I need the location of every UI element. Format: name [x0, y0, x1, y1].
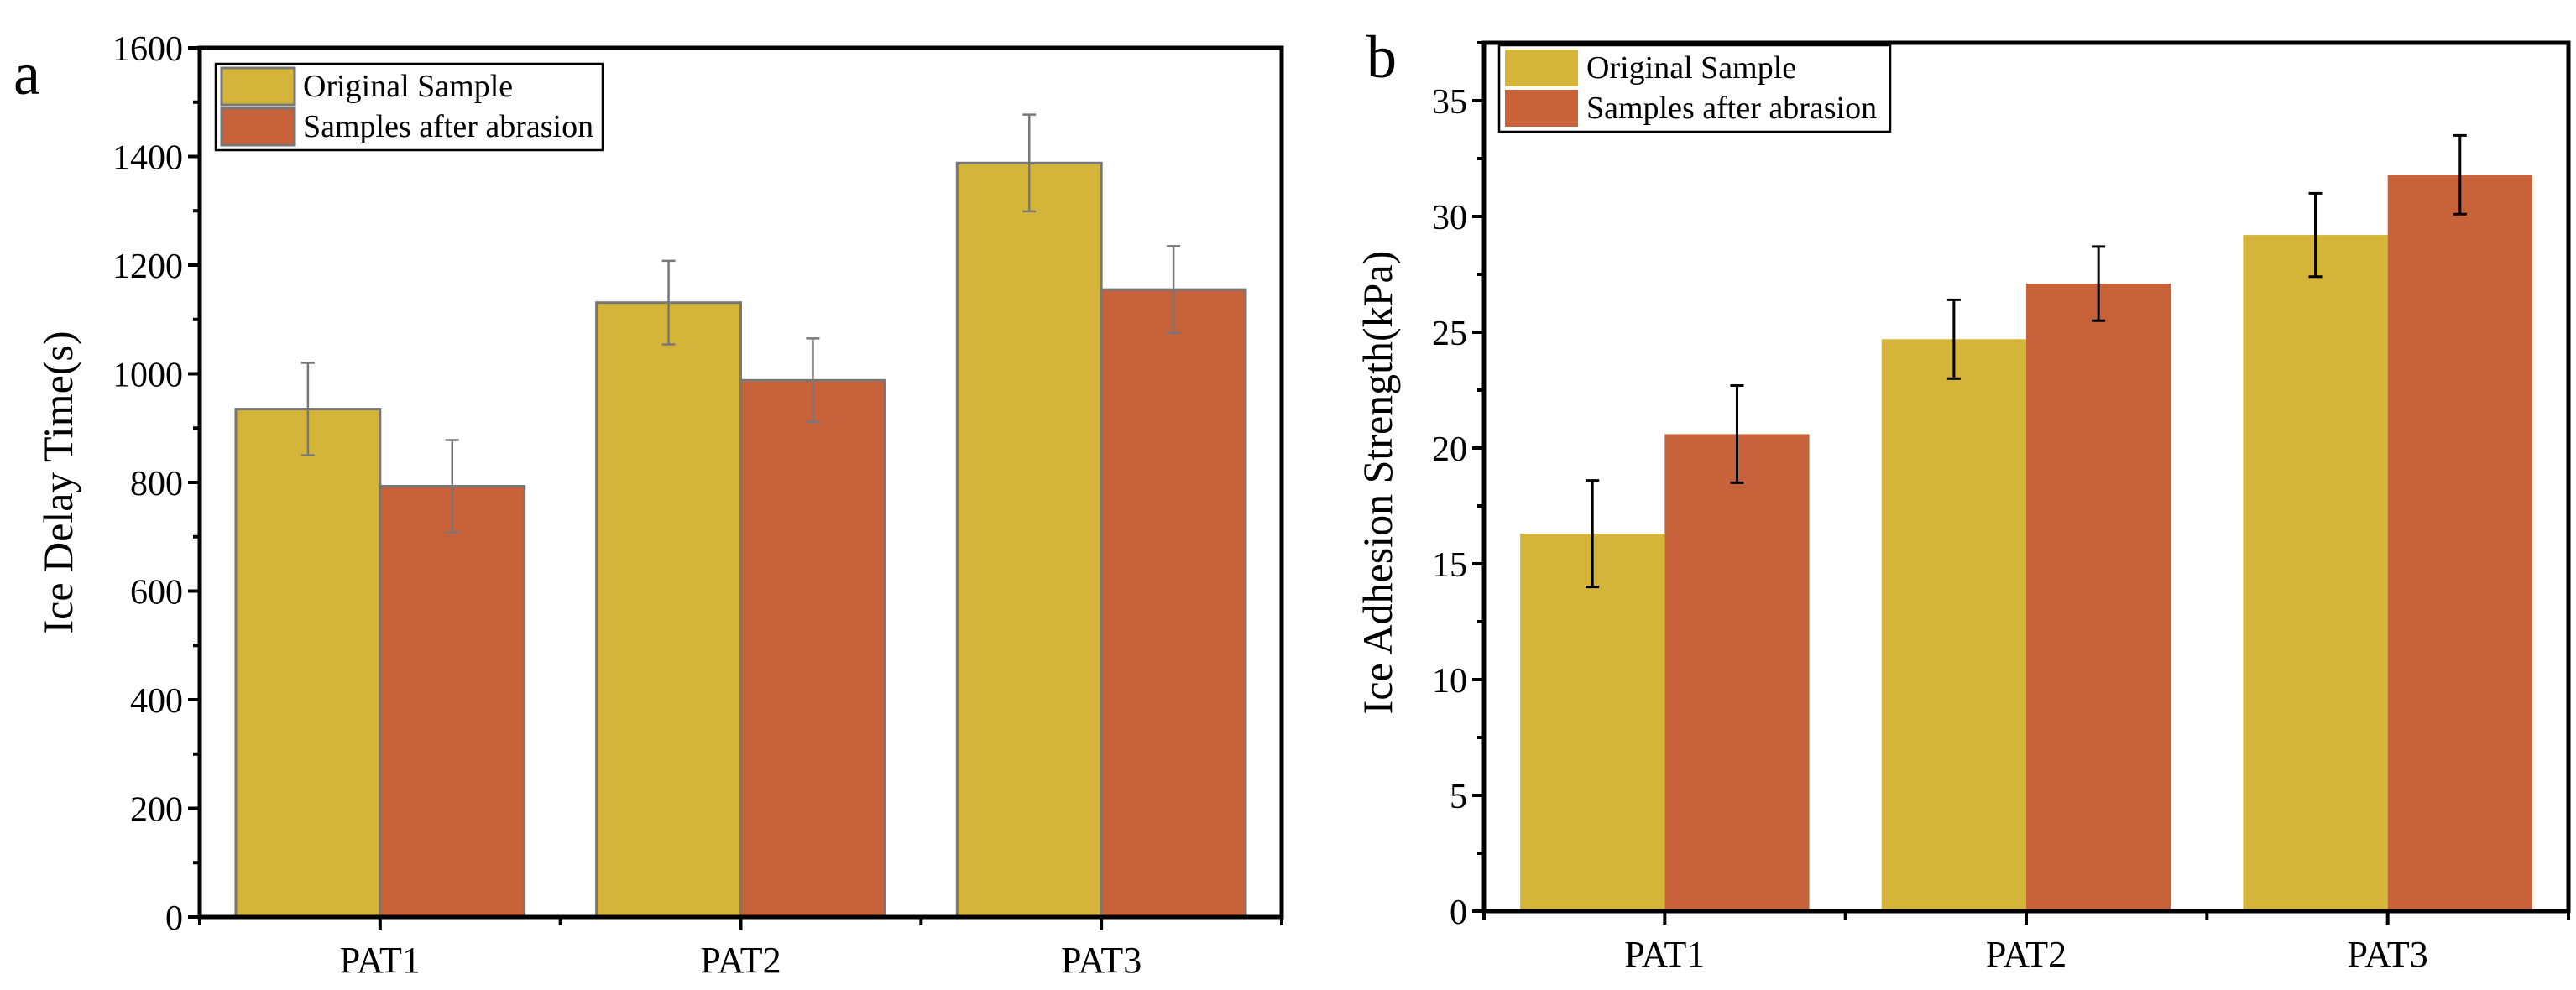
y-tick-label: 0 — [1450, 894, 1467, 932]
y-tick-label: 400 — [130, 682, 183, 721]
error-bar-pat1-original — [1586, 479, 1600, 589]
bar-pat2-original — [1881, 339, 2026, 911]
error-bar-pat3-abraded — [2453, 133, 2467, 216]
bar-pat2-abraded — [739, 378, 886, 919]
chart-a-ice-delay-time: a Ice Delay Time(s) 0 200 400 600 800 1000 120… — [13, 30, 1284, 981]
error-bar-pat2-original — [661, 259, 676, 346]
error-bar-pat3-original — [1022, 113, 1037, 213]
error-bar-pat2-abraded — [806, 337, 820, 424]
bar-pat3-original — [955, 161, 1103, 919]
bar-pat2-original — [595, 301, 743, 919]
legend-swatch-abraded — [220, 107, 296, 147]
y-tick-label: 1600 — [112, 30, 183, 69]
y-axis-title-b: Ice Adhesion Strength(kPa) — [1354, 251, 1401, 715]
y-tick-label: 800 — [130, 465, 183, 503]
legend-label-abraded: Samples after abrasion — [1586, 91, 1877, 126]
error-bar-pat1-original — [300, 362, 315, 456]
legend-label-abraded: Samples after abrasion — [303, 109, 593, 144]
legend-swatch-original — [220, 66, 296, 107]
y-tick-label: 5 — [1450, 778, 1467, 816]
y-tick-label: 30 — [1432, 199, 1467, 237]
panel-label-b: b — [1366, 23, 1397, 91]
legend: Original Sample Samples after abrasion — [214, 62, 604, 152]
y-axis-title-a: Ice Delay Time(s) — [34, 331, 81, 633]
legend-swatch-original — [1505, 50, 1578, 86]
panel-label-a: a — [13, 40, 40, 107]
bar-pat2-abraded — [2026, 284, 2171, 911]
x-tick-label-pat1: PAT1 — [340, 940, 421, 981]
y-tick-label: 0 — [165, 899, 183, 938]
y-tick-label: 25 — [1432, 315, 1467, 353]
y-tick-label: 1400 — [112, 139, 183, 178]
y-tick-label: 1200 — [112, 248, 183, 286]
legend-label-original: Original Sample — [1586, 50, 1796, 86]
y-tick-label: 200 — [130, 791, 183, 830]
legend-label-original: Original Sample — [303, 69, 513, 104]
error-bar-pat2-original — [1946, 298, 1961, 380]
x-tick-label-pat3: PAT3 — [1061, 940, 1142, 981]
y-tick-label: 600 — [130, 574, 183, 612]
y-tick-label: 10 — [1432, 662, 1467, 701]
bar-pat1-abraded — [1664, 434, 1810, 911]
x-tick-label-pat2: PAT2 — [1986, 934, 2067, 975]
y-tick-label: 1000 — [112, 357, 183, 395]
y-tick-label: 20 — [1432, 430, 1467, 469]
x-tick-label-pat2: PAT2 — [700, 940, 781, 981]
error-bar-pat1-abraded — [445, 439, 459, 534]
error-bar-pat3-original — [2308, 191, 2323, 279]
y-tick-label: 15 — [1432, 546, 1467, 585]
error-bar-pat3-abraded — [1167, 245, 1181, 335]
y-tick-label: 35 — [1432, 83, 1467, 122]
error-bar-pat1-abraded — [1730, 383, 1744, 484]
legend-swatch-abraded — [1505, 90, 1578, 127]
bar-pat1-abraded — [379, 485, 526, 919]
x-tick-label-pat1: PAT1 — [1624, 934, 1705, 975]
bar-pat1-original — [1520, 534, 1665, 911]
chart-b-ice-adhesion-strength: b Ice Adhesion Strength(kPa) 0 5 10 15 20 25 3… — [1354, 23, 2571, 975]
bar-pat1-original — [234, 408, 382, 919]
bar-pat3-abraded — [1100, 288, 1247, 919]
error-bar-pat2-abraded — [2092, 245, 2106, 322]
legend: Original Sample Samples after abrasion — [1497, 44, 1892, 133]
bar-pat3-original — [2243, 235, 2388, 912]
x-tick-label-pat3: PAT3 — [2348, 934, 2428, 975]
bar-pat3-abraded — [2387, 175, 2532, 911]
